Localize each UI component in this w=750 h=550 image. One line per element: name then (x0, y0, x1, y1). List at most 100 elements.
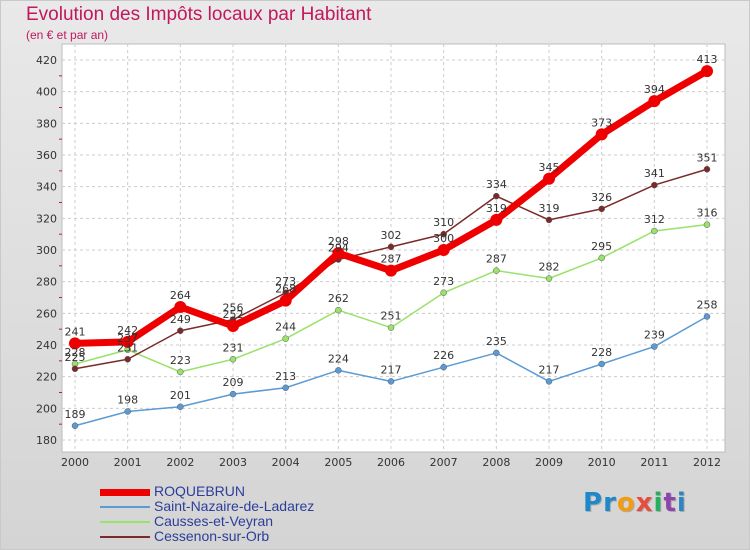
data-label: 264 (170, 289, 191, 302)
data-point (229, 390, 237, 398)
proxiti-logo: Proxiti (583, 488, 687, 518)
data-label: 242 (117, 324, 138, 337)
data-point (385, 264, 397, 277)
data-point (493, 192, 500, 200)
data-label: 244 (275, 321, 296, 334)
data-point (437, 244, 450, 256)
data-label: 224 (328, 352, 349, 365)
data-label: 341 (644, 167, 665, 180)
y-tick-label: 420 (36, 54, 57, 67)
data-label: 249 (170, 313, 191, 326)
data-point (440, 289, 447, 296)
data-point (124, 408, 131, 415)
data-label: 334 (486, 178, 507, 191)
data-point (598, 360, 605, 368)
data-label: 189 (65, 408, 86, 421)
data-label: 319 (539, 202, 560, 215)
data-label: 287 (486, 253, 507, 266)
x-tick-label: 2003 (219, 456, 247, 469)
data-label: 273 (275, 275, 296, 288)
data-label: 351 (697, 151, 718, 164)
y-tick-label: 200 (36, 402, 57, 415)
data-point (227, 320, 239, 332)
data-point (440, 230, 447, 238)
data-label: 413 (697, 53, 718, 66)
data-point (335, 306, 342, 314)
data-point (177, 368, 184, 376)
data-label: 198 (117, 394, 138, 407)
data-label: 373 (591, 116, 612, 129)
data-label: 241 (65, 325, 86, 338)
data-point (124, 356, 131, 363)
data-label: 300 (433, 232, 454, 245)
chart-title: Evolution des Impôts locaux par Habitant (26, 4, 372, 25)
data-label: 302 (381, 229, 402, 242)
legend-label: Saint-Nazaire-de-Ladarez (154, 498, 315, 514)
data-point (335, 367, 342, 374)
data-label: 295 (591, 240, 612, 253)
chart-subtitle: (en € et par an) (26, 28, 109, 42)
data-point (229, 356, 237, 363)
data-point (545, 216, 553, 224)
data-label: 319 (486, 202, 507, 215)
logo-letter: r (603, 488, 617, 518)
data-point (174, 301, 187, 313)
data-label: 316 (697, 207, 718, 220)
data-label: 231 (223, 341, 244, 354)
x-tick-label: 2009 (535, 456, 563, 469)
data-label: 252 (223, 308, 244, 321)
data-label: 213 (275, 370, 296, 383)
data-point (121, 335, 134, 348)
data-label: 223 (170, 354, 191, 367)
data-point (332, 247, 345, 260)
data-label: 225 (65, 351, 86, 364)
y-tick-label: 360 (36, 149, 57, 162)
x-tick-label: 2012 (693, 456, 721, 469)
logo-letter: x (635, 488, 654, 518)
data-point (387, 378, 395, 385)
data-label: 294 (328, 242, 349, 255)
data-point (598, 205, 605, 213)
y-tick-label: 240 (36, 339, 57, 352)
data-point (387, 243, 395, 251)
data-label: 345 (539, 161, 560, 174)
data-label: 256 (223, 302, 244, 315)
data-label: 251 (381, 310, 402, 323)
data-point (703, 221, 711, 228)
x-tick-label: 2002 (166, 456, 194, 469)
x-tick-label: 2006 (377, 456, 405, 469)
data-point (543, 172, 555, 185)
data-label: 258 (697, 299, 718, 312)
data-label: 226 (433, 349, 454, 362)
data-point (493, 349, 500, 357)
data-point (545, 378, 553, 385)
data-label: 262 (328, 292, 349, 305)
data-label: 228 (65, 346, 86, 359)
data-label: 273 (433, 275, 454, 288)
data-label: 312 (644, 213, 665, 226)
x-tick-label: 2007 (430, 456, 458, 469)
data-label: 231 (117, 341, 138, 354)
data-point (651, 181, 658, 189)
x-tick-label: 2008 (482, 456, 510, 469)
data-point (279, 294, 292, 307)
y-tick-label: 320 (36, 212, 57, 225)
y-tick-label: 180 (36, 434, 57, 447)
data-label: 217 (539, 363, 560, 376)
data-point (595, 128, 608, 141)
data-label: 201 (170, 389, 191, 402)
data-label: 228 (591, 346, 612, 359)
x-tick-label: 2000 (61, 456, 89, 469)
x-tick-label: 2004 (272, 456, 300, 469)
data-label: 268 (275, 283, 296, 296)
y-tick-label: 300 (36, 244, 57, 257)
data-point (69, 337, 81, 350)
data-label: 298 (328, 235, 349, 248)
data-point (701, 65, 713, 78)
y-tick-label: 260 (36, 307, 57, 320)
legend-label: ROQUEBRUN (154, 483, 246, 499)
y-tick-label: 340 (36, 181, 57, 194)
data-point (703, 166, 711, 173)
data-point (598, 254, 605, 262)
